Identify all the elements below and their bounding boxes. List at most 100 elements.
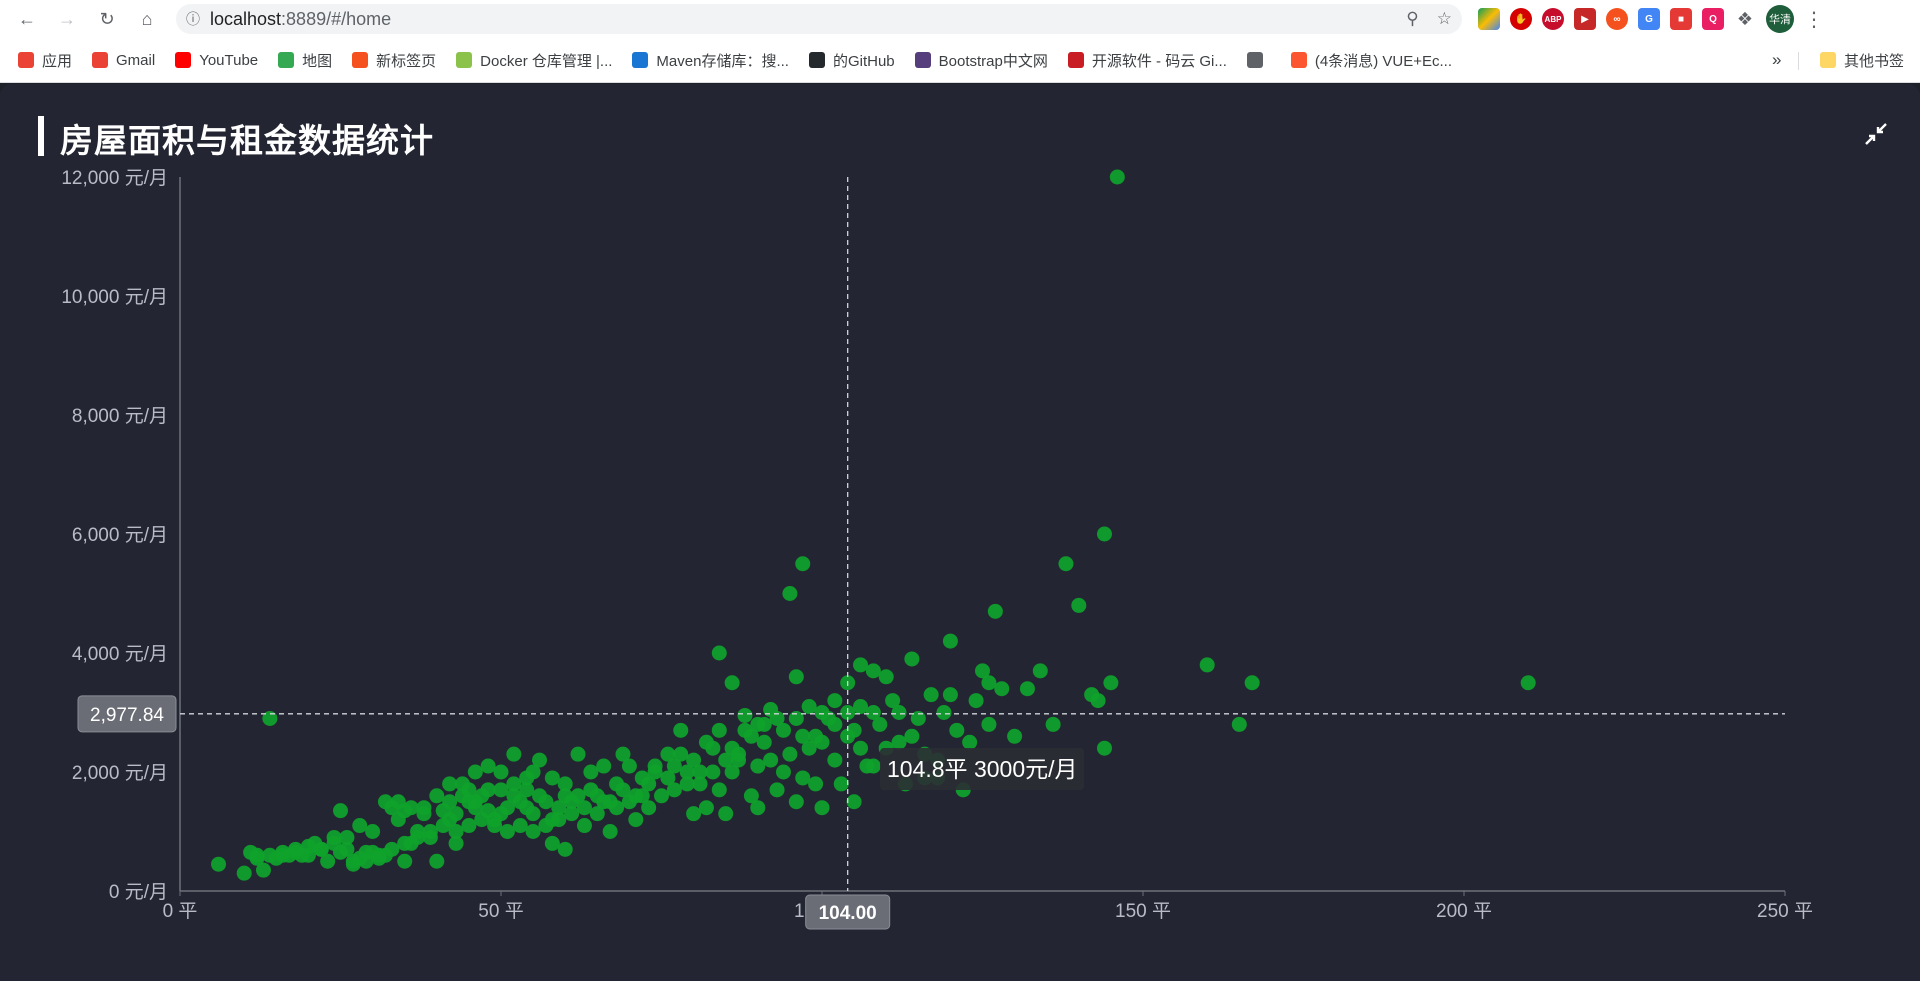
data-point[interactable]: [641, 776, 657, 792]
data-point[interactable]: [769, 782, 785, 798]
data-point[interactable]: [981, 675, 997, 691]
data-point[interactable]: [422, 829, 438, 845]
data-point[interactable]: [994, 681, 1010, 697]
data-point[interactable]: [1090, 693, 1106, 709]
data-point[interactable]: [628, 788, 644, 804]
data-point[interactable]: [1244, 675, 1260, 691]
data-point[interactable]: [743, 788, 759, 804]
data-point[interactable]: [551, 800, 567, 816]
home-icon[interactable]: ⌂: [141, 8, 153, 29]
data-point[interactable]: [801, 740, 817, 756]
data-point[interactable]: [493, 806, 509, 822]
data-point[interactable]: [480, 758, 496, 774]
video-extension-icon[interactable]: ▶: [1574, 8, 1596, 30]
site-info-icon[interactable]: ⓘ: [186, 11, 200, 27]
data-point[interactable]: [365, 824, 381, 839]
data-point[interactable]: [589, 788, 605, 804]
data-point[interactable]: [397, 835, 413, 851]
data-point[interactable]: [333, 803, 348, 819]
bookmark-item[interactable]: YouTube: [175, 45, 258, 75]
data-point[interactable]: [872, 716, 888, 732]
data-point[interactable]: [506, 776, 522, 792]
data-point[interactable]: [1109, 169, 1125, 185]
data-point[interactable]: [416, 806, 432, 822]
data-point[interactable]: [660, 746, 676, 762]
data-point[interactable]: [557, 776, 573, 792]
data-point[interactable]: [1199, 657, 1215, 673]
data-point[interactable]: [679, 776, 695, 792]
data-point[interactable]: [865, 758, 881, 774]
data-point[interactable]: [262, 847, 278, 863]
data-point[interactable]: [827, 693, 843, 709]
data-point[interactable]: [949, 722, 965, 738]
data-point[interactable]: [1096, 740, 1112, 756]
data-point[interactable]: [467, 764, 483, 780]
data-point[interactable]: [1032, 663, 1048, 679]
data-point[interactable]: [493, 782, 509, 798]
data-point[interactable]: [1007, 728, 1023, 744]
bookmark-item[interactable]: 开源软件 - 码云 Gi...: [1067, 45, 1227, 75]
data-point[interactable]: [506, 746, 522, 762]
bookmark-item[interactable]: 应用: [18, 45, 72, 75]
collapse-icon[interactable]: [1862, 120, 1890, 148]
data-point[interactable]: [756, 734, 772, 750]
data-point[interactable]: [865, 705, 881, 720]
data-point[interactable]: [865, 663, 881, 679]
data-point[interactable]: [724, 675, 740, 691]
data-point[interactable]: [525, 824, 541, 839]
media-extension-icon[interactable]: ■: [1670, 8, 1692, 30]
data-point[interactable]: [910, 710, 926, 726]
data-point[interactable]: [827, 752, 843, 768]
puzzle-extensions-icon[interactable]: ❖: [1736, 8, 1754, 29]
data-point[interactable]: [814, 705, 830, 720]
data-point[interactable]: [390, 812, 406, 828]
data-point[interactable]: [942, 633, 958, 649]
bookmark-item[interactable]: (4条消息) VUE+Ec...: [1290, 45, 1452, 75]
data-point[interactable]: [968, 693, 984, 709]
data-point[interactable]: [1058, 556, 1074, 572]
data-point[interactable]: [313, 841, 329, 857]
data-point[interactable]: [371, 847, 387, 863]
data-point[interactable]: [692, 764, 708, 780]
data-point[interactable]: [519, 782, 535, 798]
data-point[interactable]: [808, 776, 824, 792]
data-point[interactable]: [718, 806, 734, 822]
data-point[interactable]: [461, 818, 477, 834]
data-point[interactable]: [410, 824, 426, 839]
data-point[interactable]: [942, 687, 958, 703]
data-point[interactable]: [454, 776, 470, 792]
bookmark-item[interactable]: 新标签页: [352, 45, 436, 75]
data-point[interactable]: [853, 657, 869, 673]
data-point[interactable]: [731, 746, 747, 762]
back-icon[interactable]: ←: [18, 8, 36, 29]
data-point[interactable]: [814, 800, 830, 816]
bookmark-item[interactable]: 的GitHub: [808, 45, 895, 75]
data-point[interactable]: [673, 722, 689, 738]
data-point[interactable]: [448, 835, 464, 851]
data-point[interactable]: [1019, 681, 1035, 697]
data-point[interactable]: [795, 728, 811, 744]
data-point[interactable]: [442, 776, 458, 792]
data-point[interactable]: [788, 710, 804, 726]
data-point[interactable]: [878, 669, 894, 685]
data-point[interactable]: [557, 841, 573, 857]
bookmark-item[interactable]: Docker 仓库管理 |...: [456, 45, 612, 75]
data-point[interactable]: [288, 841, 304, 857]
data-point[interactable]: [532, 752, 548, 768]
data-point[interactable]: [345, 856, 361, 872]
data-point[interactable]: [654, 788, 669, 804]
data-point[interactable]: [936, 705, 952, 720]
data-point[interactable]: [801, 699, 817, 715]
data-point[interactable]: [1231, 716, 1247, 732]
data-point[interactable]: [981, 716, 997, 732]
data-point[interactable]: [467, 800, 483, 816]
bookmark-item[interactable]: Bootstrap中文网: [914, 45, 1048, 75]
data-point[interactable]: [397, 853, 413, 869]
data-point[interactable]: [686, 806, 702, 822]
data-point[interactable]: [673, 746, 689, 762]
data-point[interactable]: [750, 758, 766, 774]
data-point[interactable]: [853, 699, 869, 715]
adblock-extension-icon[interactable]: ✋: [1510, 8, 1532, 30]
data-point[interactable]: [891, 734, 907, 750]
data-point[interactable]: [538, 818, 554, 834]
